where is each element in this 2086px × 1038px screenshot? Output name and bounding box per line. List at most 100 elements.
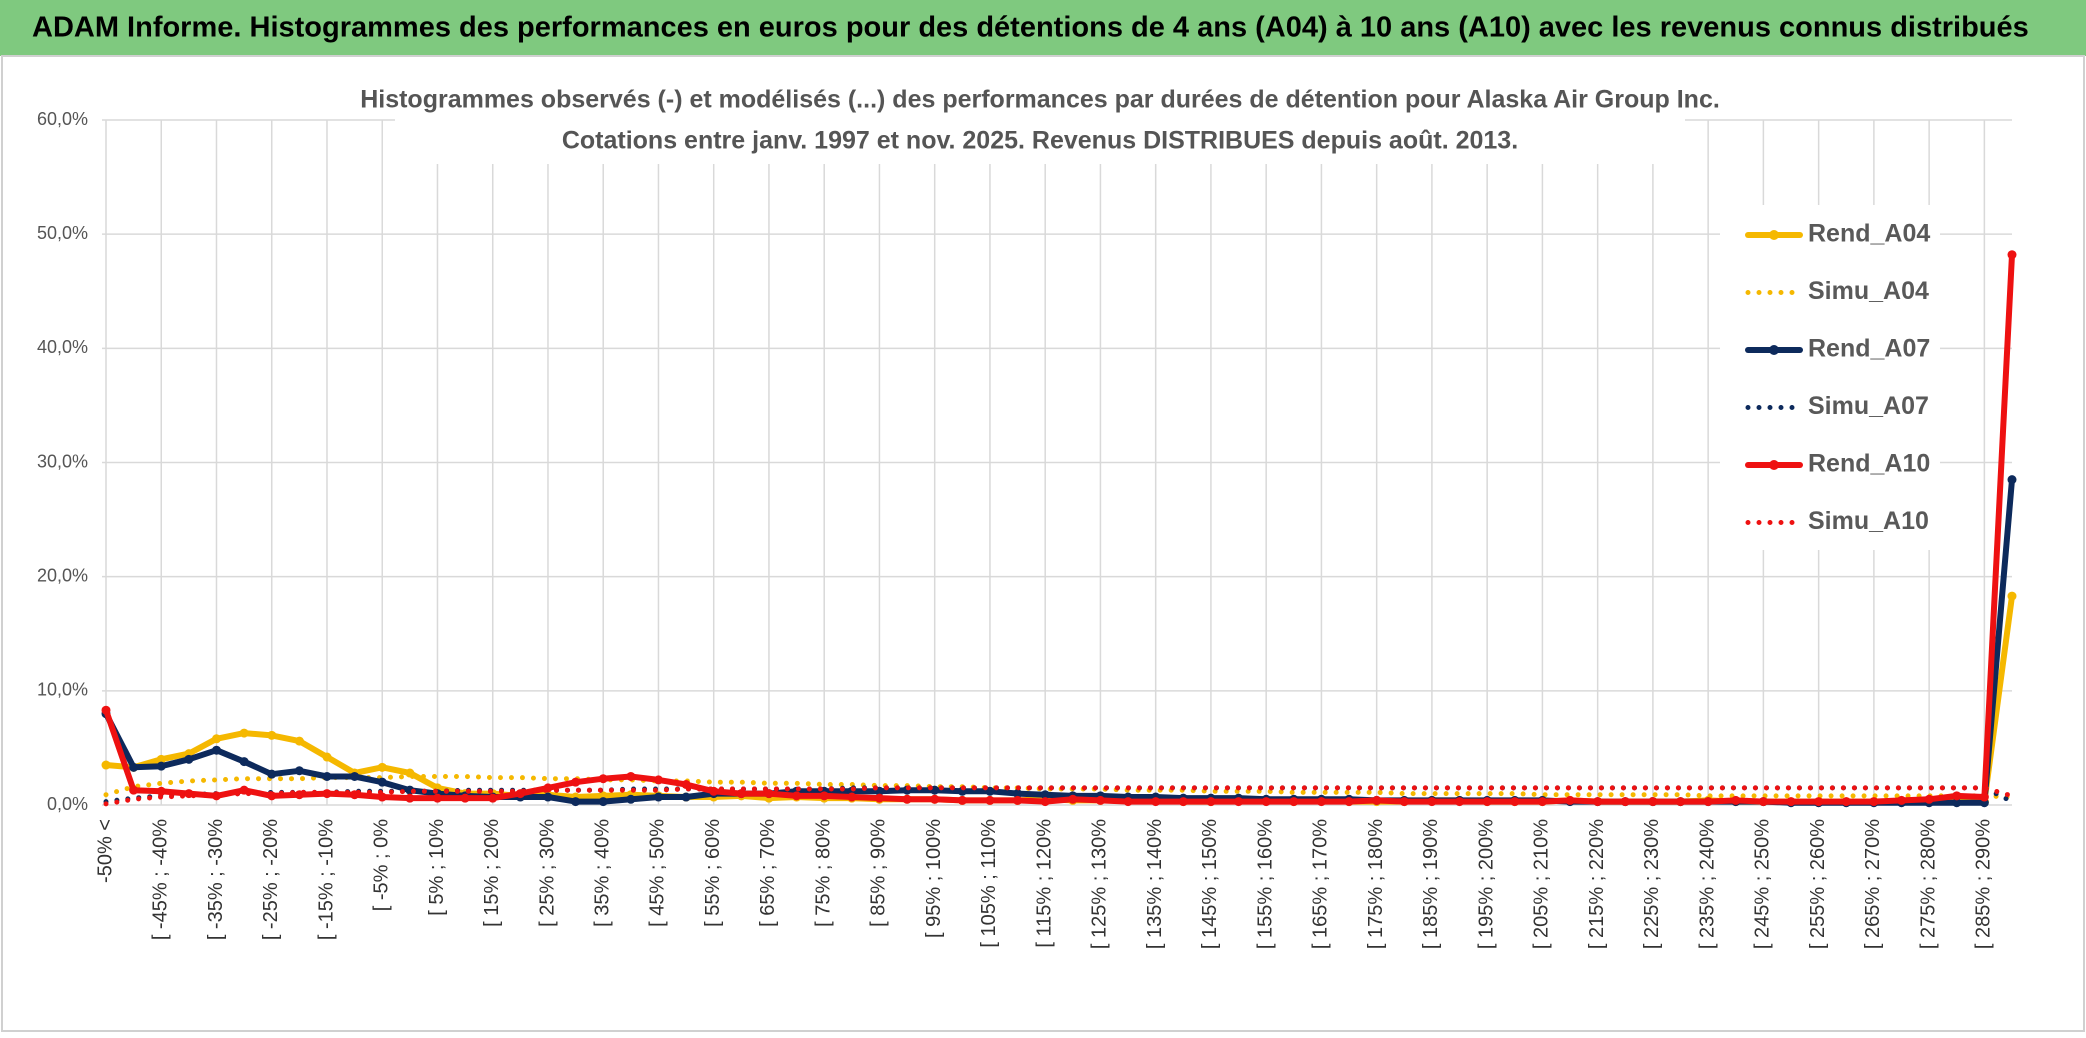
x-tick-label: [ -25% ; -20% (260, 819, 282, 940)
data-point (1427, 797, 1437, 807)
y-tick-label: 40,0% (37, 337, 88, 357)
title-background (395, 78, 1685, 164)
x-tick-label: [ 215% ; 220% (1586, 819, 1608, 949)
data-point (377, 762, 387, 772)
data-point (1731, 795, 1741, 805)
data-point (1040, 790, 1050, 800)
data-point (626, 771, 636, 781)
data-point (598, 774, 608, 784)
data-point (764, 789, 774, 799)
data-point (1178, 797, 1188, 807)
x-tick-label: [ 95% ; 100% (923, 819, 945, 938)
data-point (1841, 797, 1851, 807)
data-point (792, 791, 802, 801)
data-point (239, 728, 249, 738)
x-tick-label: [ 85% ; 90% (868, 819, 890, 927)
data-point (571, 777, 581, 787)
observed-line (103, 251, 2015, 805)
x-tick-label: [ 75% ; 80% (812, 819, 834, 927)
data-point (239, 757, 249, 767)
data-point (2007, 475, 2017, 485)
data-point (350, 771, 360, 781)
x-tick-label: [ 285% ; 290% (1973, 819, 1995, 949)
x-tick-label: [ 25% ; 30% (536, 819, 558, 927)
data-point (957, 795, 967, 805)
x-tick-label: [ 175% ; 180% (1365, 819, 1387, 949)
data-point (211, 734, 221, 744)
data-point (377, 777, 387, 787)
data-point (156, 761, 166, 771)
data-point (488, 793, 498, 803)
data-point (1537, 797, 1547, 807)
x-tick-label: [ 5% ; 10% (426, 819, 448, 916)
data-point (626, 794, 636, 804)
x-tick-label: [ 225% ; 230% (1641, 819, 1663, 949)
data-point (819, 791, 829, 801)
data-point (1786, 797, 1796, 807)
data-point (1952, 791, 1962, 801)
data-point (1040, 797, 1050, 807)
data-point (1869, 797, 1879, 807)
legend-label: Simu_A10 (1808, 507, 1929, 535)
legend-marker (1769, 460, 1779, 470)
data-point (2007, 250, 2017, 260)
data-point (1261, 797, 1271, 807)
data-point (930, 794, 940, 804)
data-point (902, 794, 912, 804)
data-point (1510, 797, 1520, 807)
x-tick-label: [ 185% ; 190% (1420, 819, 1442, 949)
x-tick-label: [ 45% ; 50% (647, 819, 669, 927)
data-point (1814, 797, 1824, 807)
data-point (432, 793, 442, 803)
data-point (1095, 795, 1105, 805)
data-point (653, 792, 663, 802)
data-point (1068, 794, 1078, 804)
chart-subtitle: Cotations entre janv. 1997 et nov. 2025.… (562, 127, 1518, 155)
x-tick-label: [ -5% ; 0% (371, 819, 393, 911)
data-point (322, 752, 332, 762)
data-point (1648, 797, 1658, 807)
x-tick-label: [ 35% ; 40% (591, 819, 613, 927)
legend-marker (1769, 345, 1779, 355)
x-tick-label: [ -35% ; -30% (205, 819, 227, 940)
data-point (571, 797, 581, 807)
simulated-line (103, 785, 2015, 807)
x-tick-label: [ 55% ; 60% (702, 819, 724, 927)
legend-background (1720, 205, 1940, 550)
legend-label: Rend_A04 (1808, 220, 1930, 248)
x-tick-label: [ 115% ; 120% (1033, 819, 1055, 948)
x-tick-label: [ 255% ; 260% (1807, 819, 1829, 949)
data-point (460, 793, 470, 803)
y-tick-label: 10,0% (37, 680, 88, 700)
y-tick-label: 60,0% (37, 109, 88, 129)
x-tick-label: [ 125% ; 130% (1089, 819, 1111, 949)
data-point (543, 792, 553, 802)
data-point (129, 785, 139, 795)
x-tick-label: [ 205% ; 210% (1531, 819, 1553, 949)
y-tick-label: 20,0% (37, 565, 88, 585)
data-point (1372, 795, 1382, 805)
data-point (1952, 798, 1962, 808)
data-point (267, 769, 277, 779)
data-point (1123, 797, 1133, 807)
x-tick-label: [ 105% ; 110% (978, 819, 1000, 948)
data-point (1206, 797, 1216, 807)
data-point (1289, 797, 1299, 807)
data-point (267, 730, 277, 740)
chart-title: Histogrammes observés (-) et modélisés (… (360, 86, 1720, 114)
legend-label: Simu_A07 (1808, 392, 1929, 420)
data-point (101, 705, 111, 715)
data-point (129, 762, 139, 772)
data-point (598, 797, 608, 807)
data-point (1151, 797, 1161, 807)
x-tick-label: [ 135% ; 140% (1144, 819, 1166, 949)
x-tick-label: [ 145% ; 150% (1199, 819, 1221, 949)
data-point (1676, 797, 1686, 807)
data-point (681, 792, 691, 802)
legend-label: Rend_A10 (1808, 450, 1930, 478)
data-point (322, 771, 332, 781)
header-bar (0, 0, 2086, 56)
data-point (1593, 797, 1603, 807)
